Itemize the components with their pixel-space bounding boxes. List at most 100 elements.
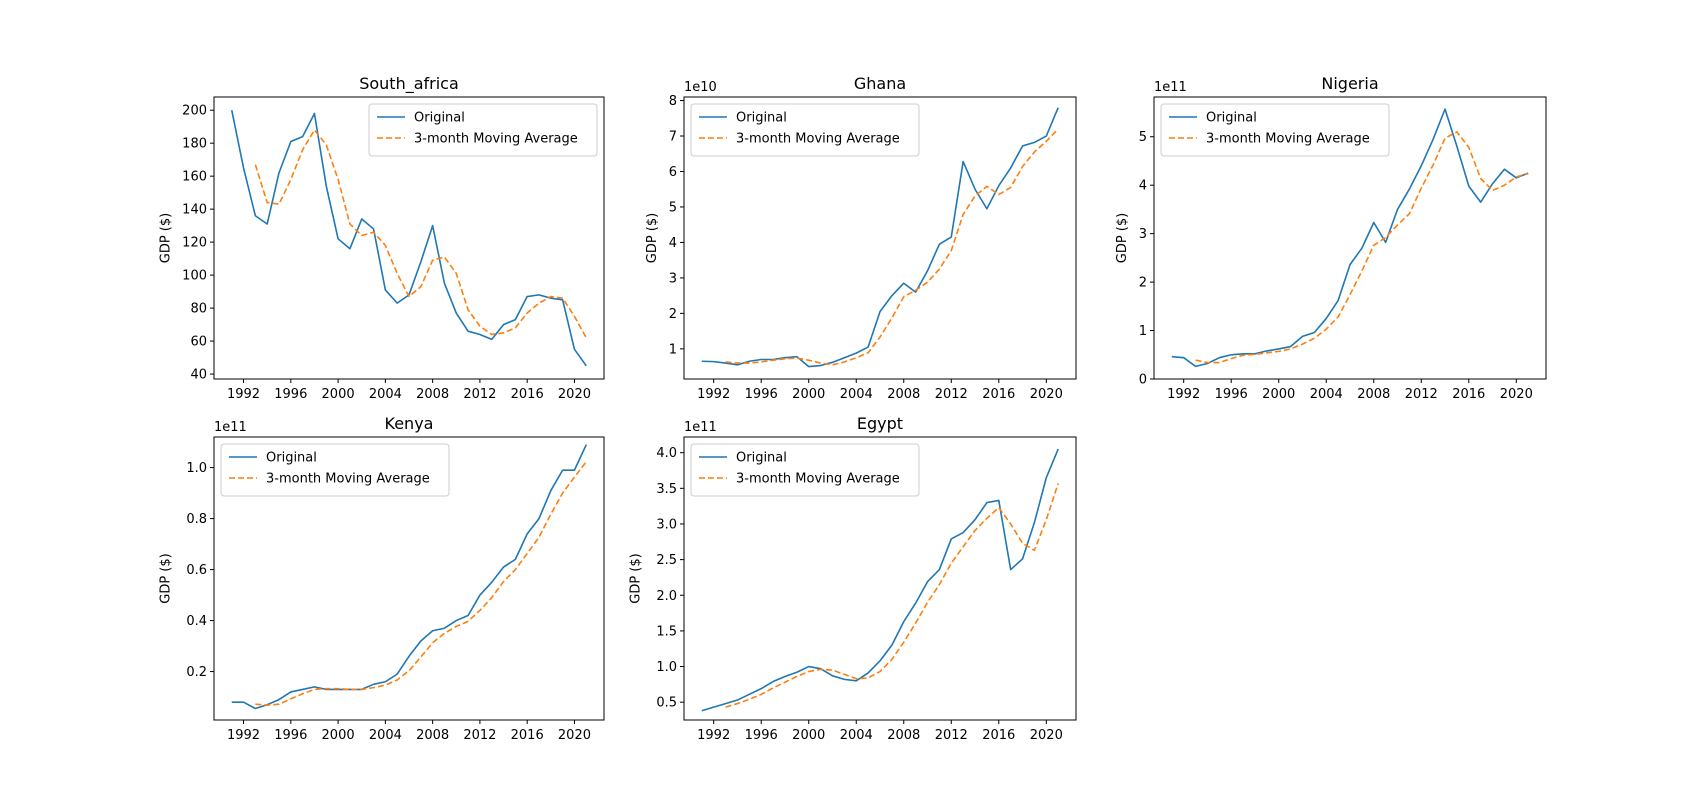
- legend: Original 3-month Moving Average: [1160, 103, 1390, 157]
- y-tick-label: 80: [190, 302, 207, 317]
- legend-box: [690, 443, 920, 497]
- legend: Original 3-month Moving Average: [220, 443, 450, 497]
- legend: Original 3-month Moving Average: [690, 443, 920, 497]
- y-tick-label: 2: [1139, 276, 1147, 291]
- y-tick-label: 5: [669, 200, 677, 215]
- chart-3: Kenya 1e11 1992 1996 2000 2004 2008 2012 2016 202…: [158, 414, 605, 743]
- y-axis-label: GDP ($): [158, 553, 173, 603]
- y-tick-label: 180: [182, 137, 207, 152]
- y-tick-label: 6: [669, 165, 677, 180]
- chart-4: Egypt 1e11 1992 1996 2000 2004 2008 2012 2016 202…: [628, 414, 1077, 743]
- x-tick-label: 2004: [840, 728, 873, 743]
- series-line-original: [701, 107, 1059, 368]
- legend-entry: Original: [266, 451, 317, 466]
- series-line-moving-average: [255, 461, 587, 707]
- y-tick-label: 2.0: [656, 589, 677, 604]
- x-tick-label: 1996: [274, 387, 307, 402]
- series-line-moving-average: [725, 483, 1059, 708]
- x-tick-label: 2008: [887, 387, 920, 402]
- legend-entry: 3-month Moving Average: [736, 132, 900, 147]
- y-axis-label: GDP ($): [158, 213, 173, 263]
- chart-0: South_africa 1992 1996 2000 2004 2008 2012 2016…: [158, 74, 605, 402]
- x-tick-label: 2016: [511, 387, 544, 402]
- series-line-moving-average: [725, 128, 1059, 366]
- y-axis-label: GDP ($): [645, 213, 660, 263]
- x-tick-label: 1992: [227, 387, 260, 402]
- chart-title: South_africa: [359, 74, 459, 94]
- y-tick-label: 1.0: [656, 660, 677, 675]
- chart-1: Ghana 1e10 1992 1996 2000 2004 2008 2012 2016 202…: [645, 74, 1077, 402]
- legend-entry: 3-month Moving Average: [736, 472, 900, 487]
- x-tick-label: 1992: [1167, 387, 1200, 402]
- y-offset-text: 1e11: [1154, 80, 1187, 95]
- y-tick-label: 60: [190, 335, 207, 350]
- y-tick-label: 4.0: [656, 446, 677, 461]
- legend-entry: Original: [414, 111, 465, 126]
- y-tick-label: 5: [1139, 130, 1147, 145]
- plot-frame: [1153, 96, 1547, 380]
- y-tick-label: 200: [182, 104, 207, 119]
- x-tick-label: 2020: [1030, 387, 1063, 402]
- plot-frame: [683, 96, 1077, 380]
- chart-2: Nigeria 1e11 1992 1996 2000 2004 2008 2012 2016 2…: [1115, 74, 1547, 402]
- y-tick-label: 0: [1139, 373, 1147, 388]
- legend-entry: 3-month Moving Average: [1206, 132, 1370, 147]
- x-tick-label: 2012: [463, 387, 496, 402]
- series-line-moving-average: [1195, 131, 1529, 364]
- x-tick-label: 2012: [463, 728, 496, 743]
- x-tick-label: 2000: [792, 387, 825, 402]
- legend-box: [220, 443, 450, 497]
- chart-title: Nigeria: [1321, 74, 1378, 93]
- x-tick-label: 2020: [558, 728, 591, 743]
- series-line-moving-average: [254, 129, 587, 339]
- y-tick-label: 8: [669, 94, 677, 109]
- x-tick-label: 2000: [1262, 387, 1295, 402]
- chart-title: Kenya: [385, 414, 434, 433]
- y-tick-label: 0.8: [186, 512, 207, 527]
- y-axis-label: GDP ($): [628, 553, 643, 603]
- x-tick-label: 2016: [982, 728, 1015, 743]
- x-tick-label: 2000: [322, 387, 355, 402]
- x-tick-label: 2020: [1500, 387, 1533, 402]
- y-tick-label: 1: [669, 342, 677, 357]
- plot-frame: [683, 436, 1077, 721]
- x-tick-label: 1992: [227, 728, 260, 743]
- y-tick-label: 4: [1139, 179, 1147, 194]
- x-tick-label: 2012: [935, 387, 968, 402]
- x-tick-label: 1996: [745, 728, 778, 743]
- y-tick-label: 120: [182, 236, 207, 251]
- x-tick-label: 2016: [1452, 387, 1485, 402]
- legend-entry: 3-month Moving Average: [266, 472, 430, 487]
- x-tick-label: 1996: [274, 728, 307, 743]
- legend-entry: 3-month Moving Average: [414, 132, 578, 147]
- plot-frame: [213, 96, 605, 380]
- x-tick-label: 1992: [697, 387, 730, 402]
- y-tick-label: 2: [669, 307, 677, 322]
- x-tick-label: 2008: [416, 728, 449, 743]
- y-tick-label: 160: [182, 170, 207, 185]
- y-tick-label: 3: [669, 271, 677, 286]
- legend: Original 3-month Moving Average: [690, 103, 920, 157]
- y-tick-label: 0.5: [656, 696, 677, 711]
- x-tick-label: 2012: [1405, 387, 1438, 402]
- y-tick-label: 1.5: [656, 624, 677, 639]
- y-tick-label: 0.2: [186, 665, 207, 680]
- x-tick-label: 2004: [840, 387, 873, 402]
- legend-box: [1160, 103, 1390, 157]
- plot-frame: [213, 436, 605, 721]
- legend-box: [368, 103, 598, 157]
- y-tick-label: 0.4: [186, 614, 207, 629]
- x-tick-label: 2008: [887, 728, 920, 743]
- y-tick-label: 7: [669, 130, 677, 145]
- x-tick-label: 2008: [416, 387, 449, 402]
- y-tick-label: 4: [669, 236, 677, 251]
- legend-box: [690, 103, 920, 157]
- x-tick-label: 2016: [982, 387, 1015, 402]
- series-line-original: [231, 444, 587, 710]
- y-tick-label: 1: [1139, 324, 1147, 339]
- legend-entry: Original: [1206, 111, 1257, 126]
- y-tick-label: 1.0: [186, 461, 207, 476]
- y-tick-label: 3: [1139, 227, 1147, 242]
- x-tick-label: 2004: [1310, 387, 1343, 402]
